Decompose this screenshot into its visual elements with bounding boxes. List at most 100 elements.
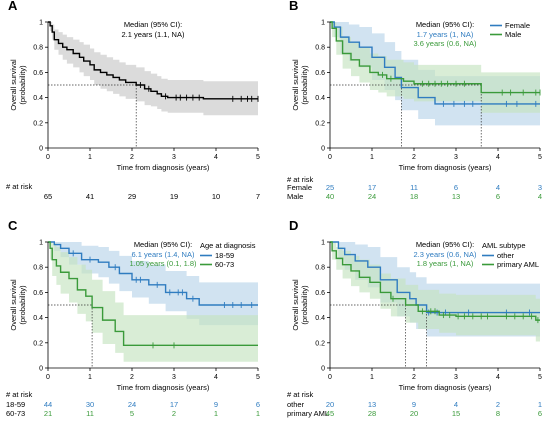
risk-count: 6 <box>454 183 458 192</box>
x-tick-label: 3 <box>454 374 458 381</box>
risk-count: 6 <box>538 409 542 418</box>
y-axis-label-unit: (probability) <box>300 65 309 105</box>
x-tick-label: 2 <box>412 154 416 161</box>
risk-count: 2 <box>172 409 176 418</box>
ci-band-green <box>330 22 540 113</box>
legend-item: 18-59 <box>215 251 234 260</box>
legend-title: AML subtype <box>482 241 526 250</box>
risk-count: 1 <box>256 409 260 418</box>
survival-curve-blue <box>330 21 540 105</box>
median-title: Median (95% CI): <box>416 240 474 249</box>
survival-curve-overall <box>48 21 258 100</box>
risk-count: 18 <box>410 192 418 201</box>
risk-count: 20 <box>410 409 418 418</box>
y-tick-label: 1 <box>39 20 43 27</box>
legend-item: Male <box>505 30 521 39</box>
median-annotation: 1.7 years (1, NA) <box>417 30 474 39</box>
survival-curve-blue <box>48 241 258 306</box>
risk-table-title: # at risk <box>287 390 314 399</box>
x-tick-label: 3 <box>172 374 176 381</box>
x-tick-label: 4 <box>496 154 500 161</box>
median-annotation: 2.3 years (0.6, NA) <box>414 250 477 259</box>
y-tick-label: 0 <box>39 366 43 373</box>
x-tick-label: 4 <box>214 374 218 381</box>
x-axis-label: Time from diagnosis (years) <box>399 163 492 172</box>
median-annotation: 1.8 years (1, NA) <box>417 259 474 268</box>
x-tick-label: 5 <box>256 154 260 161</box>
y-tick-label: 0.4 <box>315 315 325 322</box>
legend-item: other <box>497 251 515 260</box>
risk-row-label: other <box>287 400 305 409</box>
panel-label: A <box>8 0 18 13</box>
risk-count: 17 <box>170 400 178 409</box>
survival-curve-green <box>330 241 540 321</box>
risk-count: 7 <box>256 192 260 201</box>
median-annotation: 3.6 years (0.6, NA) <box>414 39 477 48</box>
legend-item: primary AML <box>497 260 539 269</box>
risk-row-label: primary AML <box>287 409 329 418</box>
median-title: Median (95% CI): <box>134 240 192 249</box>
y-tick-label: 0.8 <box>315 265 325 272</box>
y-tick-label: 0.6 <box>33 70 43 77</box>
x-tick-label: 3 <box>454 154 458 161</box>
y-tick-label: 0.4 <box>315 95 325 102</box>
x-tick-label: 0 <box>328 374 332 381</box>
risk-count: 21 <box>44 409 52 418</box>
y-tick-label: 1 <box>39 240 43 247</box>
x-tick-label: 0 <box>46 374 50 381</box>
x-tick-label: 4 <box>214 154 218 161</box>
panel-label: D <box>289 218 298 233</box>
ci-band-overall <box>48 22 258 116</box>
x-tick-label: 1 <box>370 374 374 381</box>
risk-count: 29 <box>128 192 136 201</box>
risk-count: 6 <box>496 192 500 201</box>
legend-title: Age at diagnosis <box>200 241 256 250</box>
y-tick-label: 1 <box>321 20 325 27</box>
risk-count: 3 <box>538 183 542 192</box>
median-annotation: 2.1 years (1.1, NA) <box>122 30 185 39</box>
legend-item: Female <box>505 21 530 30</box>
y-tick-label: 0 <box>39 146 43 153</box>
risk-count: 25 <box>326 183 334 192</box>
risk-count: 9 <box>214 400 218 409</box>
y-axis-label-unit: (probability) <box>18 65 27 105</box>
x-tick-label: 2 <box>412 374 416 381</box>
y-axis-label: Overall survival <box>9 59 18 111</box>
y-tick-label: 0.8 <box>33 265 43 272</box>
risk-count: 1 <box>214 409 218 418</box>
y-tick-label: 0.6 <box>315 70 325 77</box>
risk-count: 4 <box>454 400 458 409</box>
risk-count: 17 <box>368 183 376 192</box>
y-axis-label: Overall survival <box>291 279 300 331</box>
y-axis-label: Overall survival <box>9 279 18 331</box>
risk-count: 19 <box>170 192 178 201</box>
risk-count: 24 <box>368 192 376 201</box>
x-tick-label: 1 <box>88 374 92 381</box>
y-tick-label: 0 <box>321 146 325 153</box>
risk-count: 11 <box>410 183 418 192</box>
median-annotation: 1.05 years (0.1, 1.8) <box>129 259 197 268</box>
risk-row-label: Male <box>287 192 303 201</box>
x-tick-label: 2 <box>130 154 134 161</box>
risk-count: 5 <box>130 409 134 418</box>
y-tick-label: 0.2 <box>33 120 43 127</box>
risk-count: 9 <box>412 400 416 409</box>
legend-item: 60-73 <box>215 260 234 269</box>
risk-count: 20 <box>326 400 334 409</box>
median-title: Median (95% CI): <box>124 20 182 29</box>
y-tick-label: 0.2 <box>33 340 43 347</box>
survival-curve-blue <box>330 241 540 314</box>
risk-count: 40 <box>326 192 334 201</box>
risk-row-label: 18-59 <box>6 400 25 409</box>
panel-c: C 0 0.2 0.4 0.6 0.8 1 0 1 2 3 4 5 Time from diagnosis… <box>6 218 260 418</box>
risk-count: 13 <box>452 192 460 201</box>
risk-table-title: # at risk <box>287 175 314 184</box>
risk-count: 8 <box>496 409 500 418</box>
risk-count: 30 <box>86 400 94 409</box>
x-tick-label: 5 <box>538 374 542 381</box>
panel-label: C <box>8 218 18 233</box>
y-tick-label: 0.6 <box>315 290 325 297</box>
